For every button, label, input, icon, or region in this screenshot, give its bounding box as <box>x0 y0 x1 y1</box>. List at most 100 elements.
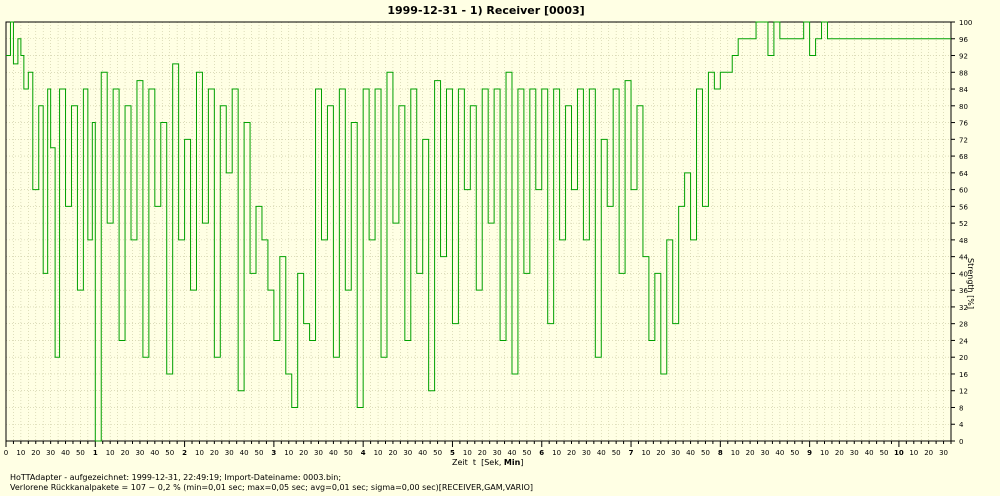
x-tick-label: 2 <box>182 449 187 457</box>
x-axis-label: Zeit t [Sek, Min] <box>452 458 523 467</box>
x-tick-label: 10 <box>374 449 383 457</box>
x-tick-label: 20 <box>478 449 487 457</box>
y-tick-label: 36 <box>959 287 968 295</box>
x-tick-label: 20 <box>121 449 130 457</box>
series-line-0 <box>6 21 951 442</box>
x-tick-label: 9 <box>807 449 812 457</box>
y-tick-label: 4 <box>959 421 964 429</box>
x-tick-label: 40 <box>508 449 517 457</box>
x-tick-label: 50 <box>522 449 531 457</box>
x-tick-label: 8 <box>718 449 723 457</box>
x-tick-label: 30 <box>582 449 591 457</box>
y-tick-label: 84 <box>959 86 968 94</box>
x-tick-label: 30 <box>761 449 770 457</box>
x-tick-label: 10 <box>195 449 204 457</box>
y-tick-label: 64 <box>959 170 968 178</box>
x-tick-label: 50 <box>255 449 264 457</box>
x-tick-label: 30 <box>493 449 502 457</box>
y-axis-label: Strength [%] <box>966 258 975 309</box>
y-tick-label: 60 <box>959 187 968 195</box>
x-tick-label: 20 <box>567 449 576 457</box>
y-tick-label: 32 <box>959 304 968 312</box>
y-tick-label: 48 <box>959 237 968 245</box>
x-tick-label: 10 <box>820 449 829 457</box>
x-tick-label: 40 <box>865 449 874 457</box>
x-tick-label: 10 <box>909 449 918 457</box>
chart-title: 1999-12-31 - 1) Receiver [0003] <box>387 4 585 17</box>
x-tick-label: 30 <box>314 449 323 457</box>
y-tick-label: 16 <box>959 371 968 379</box>
series-group <box>6 21 951 442</box>
x-tick-label: 40 <box>775 449 784 457</box>
y-tick-label: 52 <box>959 220 968 228</box>
y-tick-label: 72 <box>959 136 968 144</box>
x-tick-label: 10 <box>552 449 561 457</box>
plot-frame <box>5 21 952 442</box>
x-tick-label: 0 <box>4 449 8 457</box>
x-tick-label: 20 <box>924 449 933 457</box>
y-axis: 0481216202428323640444852566064687276808… <box>951 19 972 446</box>
x-tick-label: 20 <box>656 449 665 457</box>
x-tick-label: 20 <box>835 449 844 457</box>
y-tick-label: 56 <box>959 203 968 211</box>
y-tick-label: 96 <box>959 36 968 44</box>
x-tick-label: 30 <box>46 449 55 457</box>
x-tick-label: 40 <box>686 449 695 457</box>
x-tick-label: 7 <box>629 449 634 457</box>
y-tick-label: 80 <box>959 103 968 111</box>
x-tick-label: 50 <box>433 449 442 457</box>
x-tick-label: 5 <box>450 449 455 457</box>
y-tick-label: 8 <box>959 404 963 412</box>
x-tick-label: 40 <box>61 449 70 457</box>
footer-line-2: Verlorene Rückkanalpakete = 107 ~ 0,2 % … <box>10 483 533 492</box>
x-tick-label: 10 <box>641 449 650 457</box>
footer-info: HoTTAdapter - aufgezeichnet: 1999-12-31,… <box>10 473 533 493</box>
x-tick-label: 6 <box>539 449 544 457</box>
x-tick-label: 1 <box>93 449 98 457</box>
x-tick-label: 40 <box>150 449 159 457</box>
x-tick-label: 50 <box>612 449 621 457</box>
x-tick-label: 20 <box>31 449 40 457</box>
y-tick-label: 0 <box>959 438 963 446</box>
x-tick-label: 40 <box>597 449 606 457</box>
y-tick-label: 24 <box>959 337 968 345</box>
y-tick-label: 100 <box>959 19 972 27</box>
x-tick-label: 40 <box>240 449 249 457</box>
x-tick-label: 10 <box>731 449 740 457</box>
x-tick-label: 20 <box>210 449 219 457</box>
x-tick-label: 40 <box>329 449 338 457</box>
x-tick-label: 30 <box>671 449 680 457</box>
y-tick-label: 12 <box>959 388 968 396</box>
x-tick-label: 30 <box>403 449 412 457</box>
y-tick-label: 68 <box>959 153 968 161</box>
x-tick-label: 50 <box>790 449 799 457</box>
y-tick-label: 88 <box>959 69 968 77</box>
x-tick-label: 40 <box>418 449 427 457</box>
x-tick-label: 50 <box>701 449 710 457</box>
y-tick-label: 92 <box>959 53 968 61</box>
x-tick-label: 30 <box>135 449 144 457</box>
y-tick-label: 44 <box>959 254 968 262</box>
y-tick-label: 20 <box>959 354 968 362</box>
x-tick-label: 50 <box>165 449 174 457</box>
x-tick-label: 30 <box>850 449 859 457</box>
x-tick-label: 3 <box>271 449 276 457</box>
x-tick-label: 10 <box>16 449 25 457</box>
y-tick-label: 40 <box>959 270 968 278</box>
x-axis-label-unit: Min <box>503 458 521 467</box>
x-tick-label: 20 <box>299 449 308 457</box>
x-tick-label: 4 <box>361 449 366 457</box>
x-axis-label-prefix: Zeit t [Sek, <box>452 458 502 467</box>
x-tick-label: 50 <box>344 449 353 457</box>
x-tick-label: 50 <box>880 449 889 457</box>
x-tick-label: 30 <box>225 449 234 457</box>
grid <box>5 21 952 442</box>
x-tick-label: 10 <box>463 449 472 457</box>
x-tick-label: 10 <box>894 449 904 457</box>
y-tick-label: 76 <box>959 120 968 128</box>
x-tick-label: 20 <box>746 449 755 457</box>
x-tick-label: 30 <box>939 449 948 457</box>
x-axis-label-suffix: ] <box>520 458 524 467</box>
x-tick-label: 20 <box>388 449 397 457</box>
